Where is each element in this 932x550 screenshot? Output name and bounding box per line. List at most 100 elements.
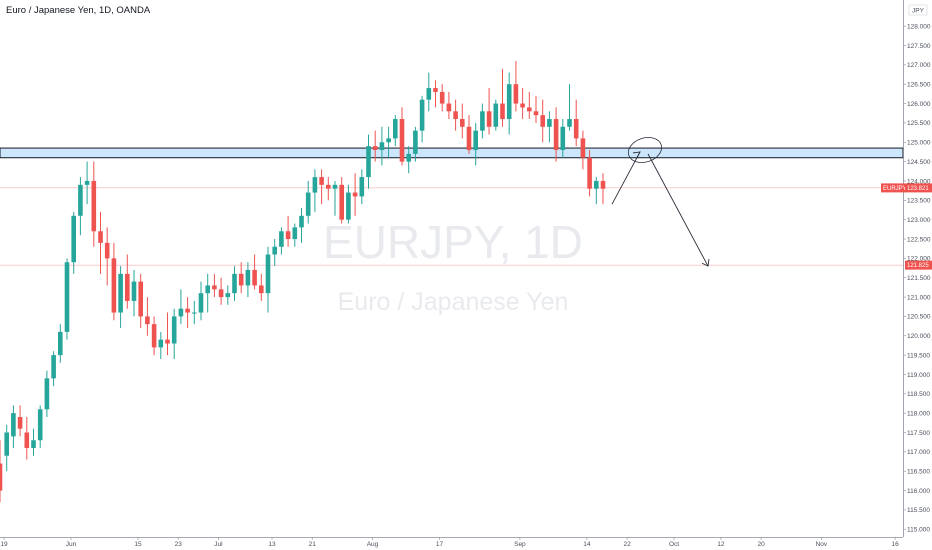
- y-tick-label: 117.000: [907, 449, 930, 456]
- candle-body: [17, 417, 23, 429]
- x-tick-label: 15: [134, 541, 142, 548]
- zone-rect[interactable]: [0, 147, 904, 159]
- candle-body: [513, 84, 519, 104]
- candle-body: [305, 192, 311, 216]
- y-tick-label: 118.500: [907, 391, 930, 398]
- price-tag-bg: [905, 260, 932, 270]
- candle: [426, 72, 432, 112]
- x-tick-label: Jul: [214, 541, 223, 548]
- candle-body: [165, 339, 170, 344]
- candle: [553, 107, 559, 162]
- currency-label[interactable]: JPY: [908, 4, 928, 16]
- y-tick-label: 123.500: [907, 198, 931, 205]
- candle-body: [138, 281, 143, 317]
- candle-body: [24, 432, 30, 448]
- y-tick-label: 116.500: [907, 469, 930, 476]
- projection-drawing[interactable]: [611, 133, 710, 267]
- candle-body: [158, 339, 164, 348]
- candle: [245, 262, 251, 298]
- candle: [513, 60, 519, 112]
- candle-body: [486, 111, 492, 127]
- arrowhead-down[interactable]: [701, 259, 710, 267]
- candle-body: [185, 308, 190, 313]
- candle: [352, 173, 358, 216]
- y-tick-label: 127.000: [907, 62, 931, 69]
- candle-body: [252, 269, 257, 286]
- candle-body: [533, 111, 539, 116]
- candle-body: [540, 115, 545, 127]
- x-tick-label: 12: [717, 541, 725, 548]
- candle: [265, 246, 271, 313]
- candle: [453, 99, 458, 131]
- resistance-zone[interactable]: [0, 147, 904, 159]
- y-tick-label: 119.000: [907, 372, 930, 379]
- candle: [312, 169, 318, 212]
- candle: [185, 297, 190, 329]
- horizontal-price-lines[interactable]: [0, 187, 903, 266]
- candle-body: [359, 177, 365, 197]
- candle: [406, 146, 411, 174]
- y-tick-label: 125.500: [907, 120, 931, 127]
- price-tag-value: 123.821: [907, 186, 929, 192]
- candle-body: [125, 273, 130, 301]
- price-tag-1[interactable]: 121.825: [905, 260, 932, 270]
- candle: [198, 281, 204, 321]
- candle: [272, 239, 277, 267]
- candle: [567, 84, 572, 131]
- candle: [44, 370, 50, 418]
- candle: [419, 95, 425, 143]
- price-tag-label: EURJPY: [883, 186, 907, 192]
- y-tick-label: 120.000: [907, 333, 931, 340]
- candle-body: [600, 180, 606, 189]
- x-tick-label: Jun: [66, 541, 77, 548]
- candle-body: [379, 142, 385, 150]
- candle: [332, 180, 338, 216]
- candle: [594, 177, 599, 205]
- candle: [292, 223, 298, 247]
- y-tick-label: 124.000: [907, 178, 931, 185]
- candle: [520, 88, 525, 120]
- y-tick-label: 125.000: [907, 140, 931, 147]
- candle-body: [192, 312, 197, 314]
- projection-down-line[interactable]: [647, 153, 709, 267]
- target-ellipse[interactable]: [625, 133, 665, 166]
- candle: [238, 262, 244, 294]
- candle: [346, 184, 351, 224]
- candle: [299, 208, 304, 243]
- watermark-symbol: EURJPY, 1D: [323, 216, 583, 268]
- candle-body: [272, 246, 277, 255]
- price-tag-0[interactable]: EURJPY 123.821: [881, 183, 932, 193]
- candle-body: [145, 316, 150, 325]
- candle-body: [91, 180, 97, 232]
- candle: [165, 312, 170, 356]
- x-tick-label: Aug: [367, 541, 379, 548]
- candles: [0, 60, 606, 503]
- candle-body: [413, 130, 418, 154]
- projection-up-line[interactable]: [611, 151, 641, 205]
- candle: [158, 331, 164, 359]
- arrowhead-up[interactable]: [632, 151, 641, 159]
- candle: [58, 324, 63, 363]
- candle: [460, 103, 465, 139]
- y-tick-label: 122.000: [907, 256, 931, 263]
- candle: [527, 91, 532, 120]
- currency-text: JPY: [912, 8, 925, 15]
- x-tick-label: 16: [891, 541, 899, 548]
- candle-body: [587, 157, 592, 189]
- chart-title: Euro / Japanese Yen, 1D, OANDA: [6, 5, 151, 16]
- candle-body: [393, 119, 398, 139]
- candle-body: [98, 231, 103, 243]
- candle: [386, 126, 391, 158]
- candle: [84, 161, 90, 205]
- candle-body: [37, 409, 43, 441]
- candle: [372, 130, 378, 162]
- candle: [466, 115, 472, 154]
- candle: [486, 88, 492, 135]
- candle: [91, 161, 97, 247]
- candle-body: [118, 273, 123, 313]
- x-tick-label: 20: [757, 541, 765, 548]
- candle: [573, 99, 579, 147]
- candle: [11, 405, 16, 448]
